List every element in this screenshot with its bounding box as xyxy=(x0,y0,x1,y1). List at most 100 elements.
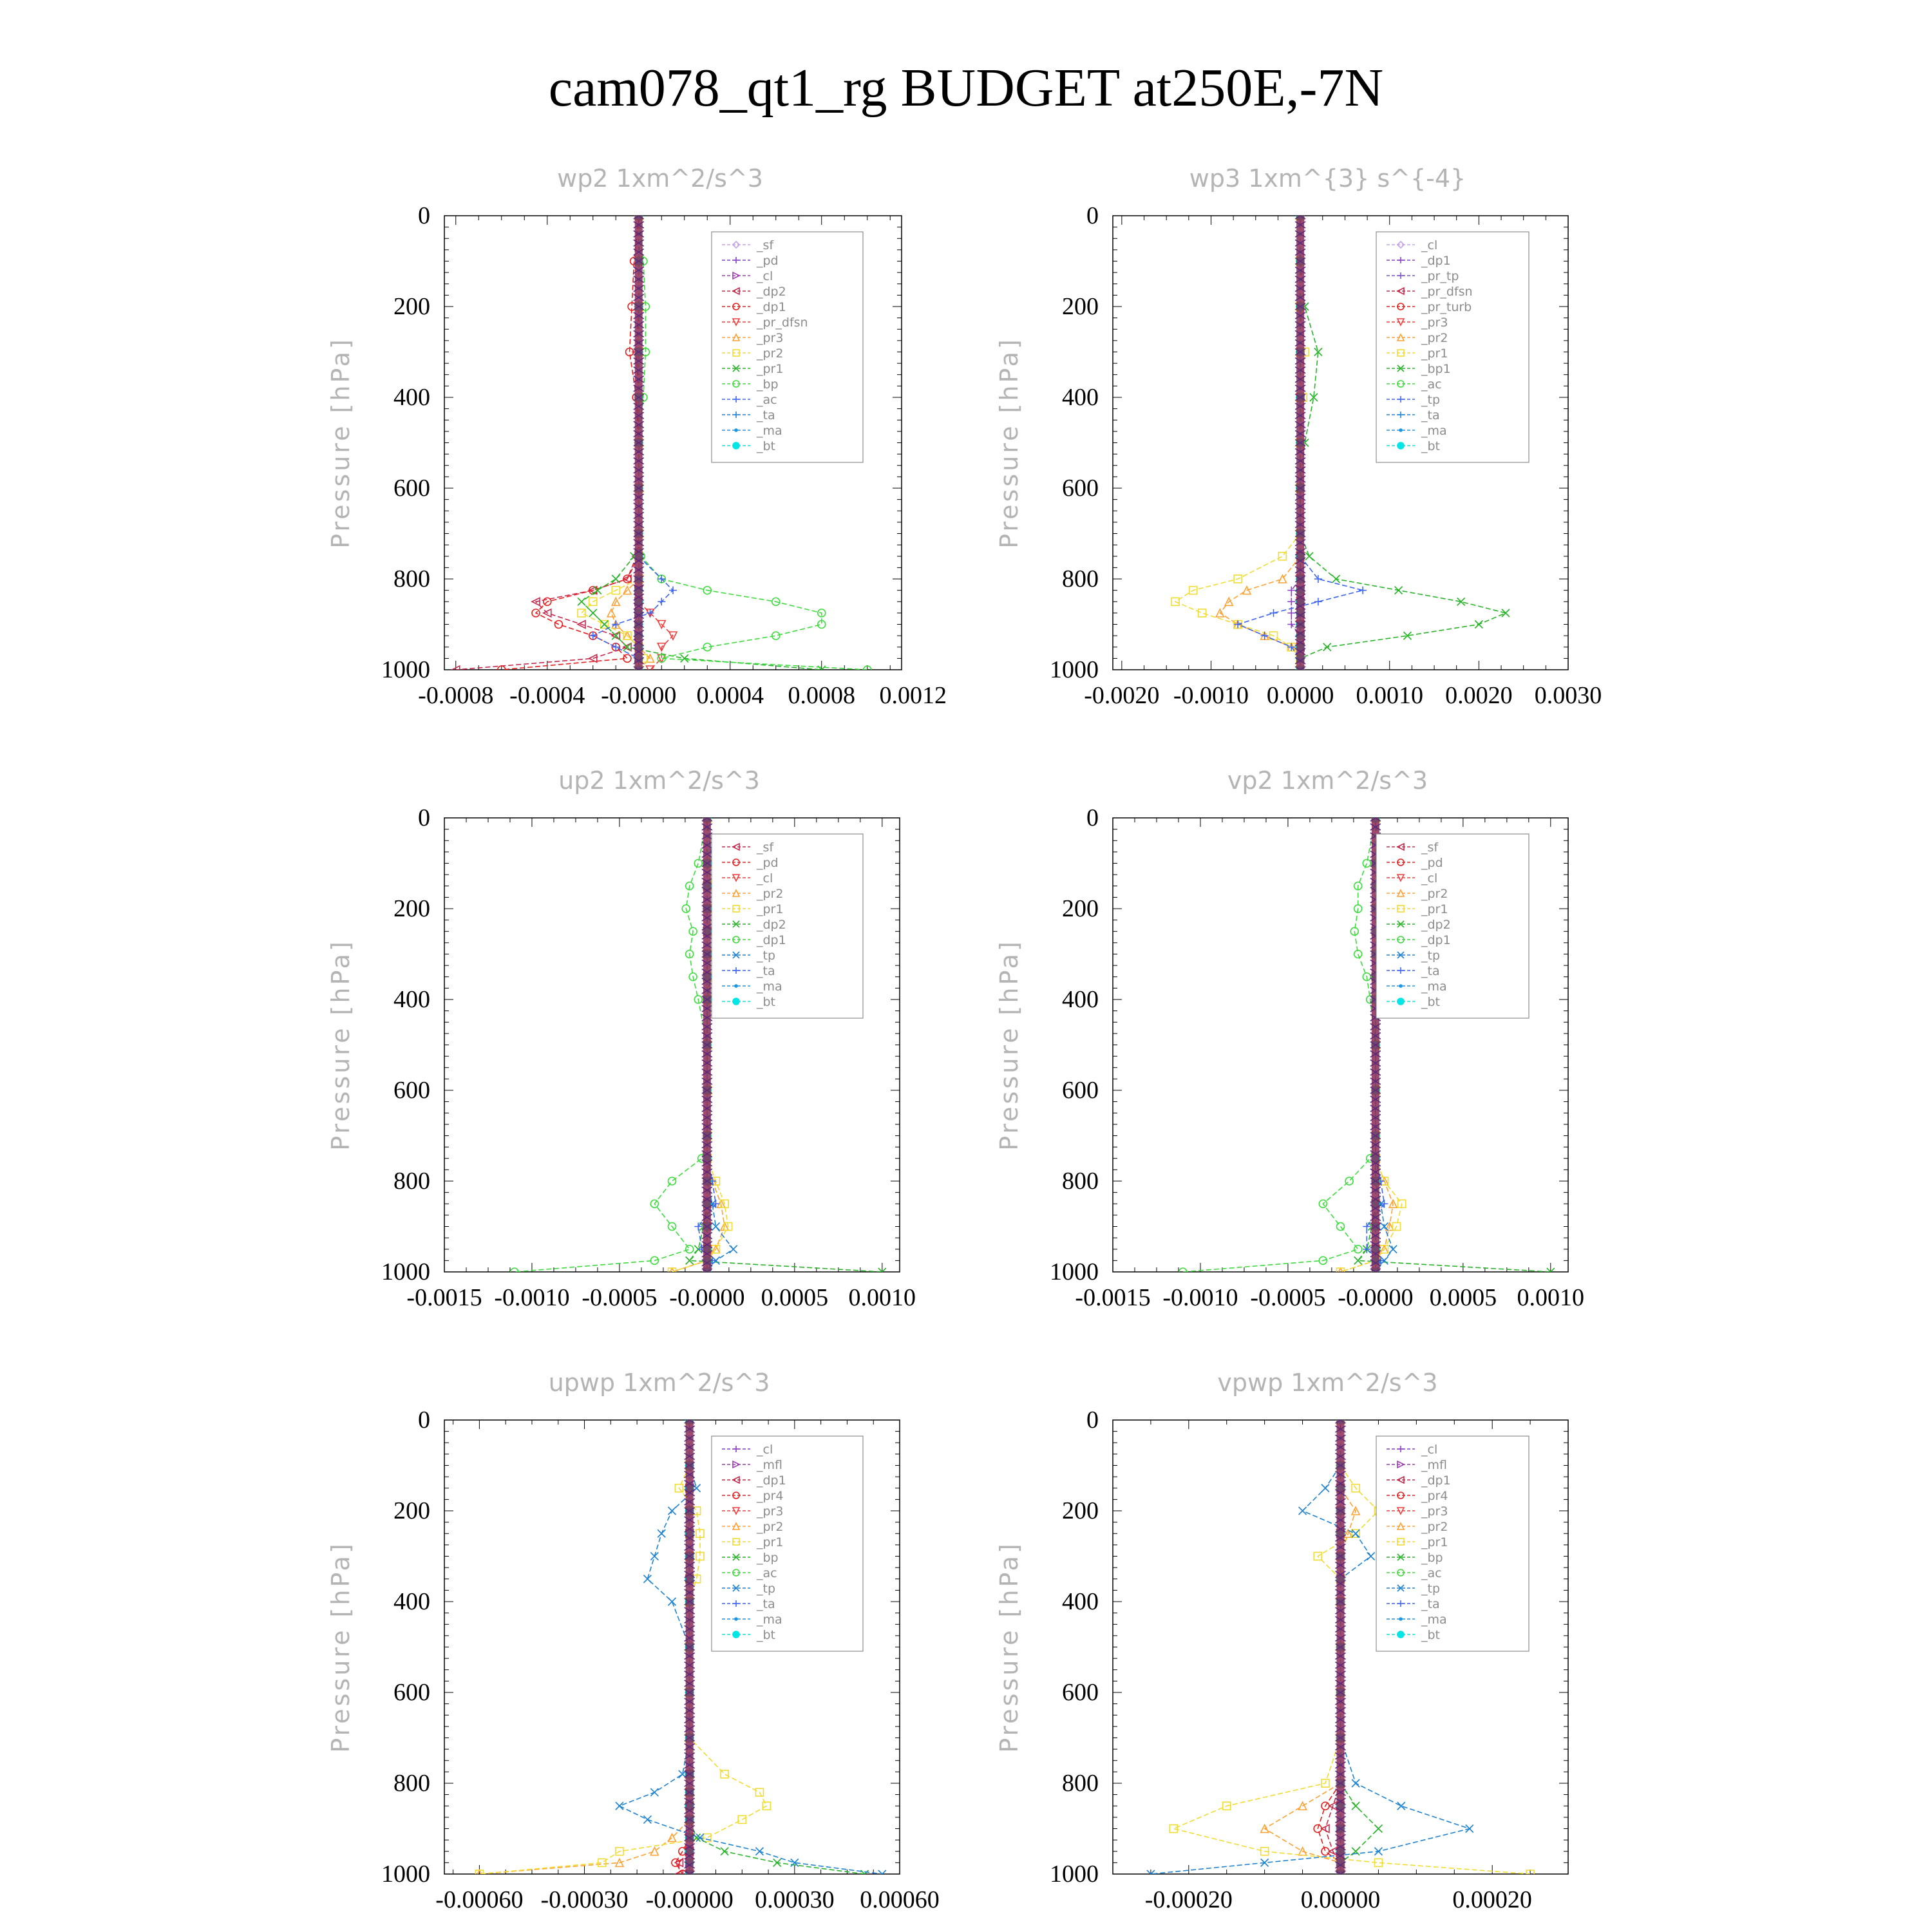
data-point xyxy=(1501,609,1510,618)
legend-label: _dp1 xyxy=(756,300,786,314)
zero-marker xyxy=(1294,629,1306,638)
data-point xyxy=(678,1870,687,1874)
zero-marker xyxy=(701,923,713,931)
y-tick-label: 0 xyxy=(1086,202,1099,229)
zero-marker xyxy=(633,303,645,310)
data-point xyxy=(1362,858,1372,868)
legend-label: _ac xyxy=(756,393,777,407)
data-point xyxy=(623,631,632,640)
zero-marker xyxy=(1294,266,1306,274)
data-point xyxy=(589,632,597,640)
zero-marker xyxy=(684,1489,696,1497)
zero-marker xyxy=(1294,421,1306,428)
zero-marker xyxy=(684,1452,696,1461)
zero-marker xyxy=(633,430,645,438)
zero-marker xyxy=(684,1543,696,1551)
data-point xyxy=(1332,574,1341,583)
legend-label: _pr4 xyxy=(756,1489,783,1503)
x-tick-label: 0.0010 xyxy=(849,1284,916,1311)
panel-title: wp3 1xm^{3} s^{-4} xyxy=(1189,164,1466,193)
legend-marker xyxy=(1396,842,1405,851)
data-point xyxy=(878,1267,887,1272)
zero-marker xyxy=(701,1132,713,1140)
zero-marker xyxy=(684,1652,696,1660)
data-point xyxy=(1394,586,1403,595)
legend-marker xyxy=(734,428,738,432)
series-line-bp1 xyxy=(1300,216,1508,670)
zero-marker xyxy=(684,1870,696,1874)
y-tick-label: 400 xyxy=(1062,986,1099,1013)
zero-marker xyxy=(633,493,645,501)
zero-marker xyxy=(684,1797,696,1805)
zero-marker xyxy=(1294,566,1306,574)
zero-marker xyxy=(684,1443,696,1451)
data-point xyxy=(1353,881,1363,891)
data-point xyxy=(1269,609,1278,617)
data-point xyxy=(1305,552,1314,561)
zero-marker xyxy=(701,1095,713,1103)
data-point xyxy=(1321,1801,1330,1811)
legend-label: _bp xyxy=(756,377,779,392)
zero-marker xyxy=(1370,1141,1381,1149)
zero-marker xyxy=(1294,520,1306,529)
data-point xyxy=(1350,927,1359,936)
legend-marker xyxy=(732,442,740,450)
data-point xyxy=(696,1833,705,1842)
zero-marker xyxy=(1370,1250,1381,1258)
data-point xyxy=(685,1244,694,1254)
legend-marker xyxy=(733,396,739,402)
legend-label: _pr2 xyxy=(1421,1520,1448,1534)
zero-marker xyxy=(701,1159,713,1167)
data-point xyxy=(1353,949,1363,959)
legend-label: _bp xyxy=(756,1551,779,1565)
legend-marker xyxy=(732,303,740,310)
legend: _sf _pd_cl _dp2_dp1 _pr_dfsn_pr3_pr2_pr1_bp… xyxy=(711,231,864,463)
y-tick-label: 600 xyxy=(393,1077,430,1104)
zero-marker xyxy=(1335,1861,1346,1869)
zero-marker xyxy=(1294,303,1306,310)
zero-marker xyxy=(633,529,645,538)
zero-marker xyxy=(684,1698,696,1705)
zero-marker xyxy=(684,1707,696,1714)
legend-label: _bt xyxy=(756,439,775,453)
zero-marker xyxy=(1294,602,1306,610)
legend-marker xyxy=(1397,905,1405,913)
y-tick-label: 200 xyxy=(393,1497,430,1524)
data-point xyxy=(667,1267,677,1272)
legend-label: _pr4 xyxy=(1421,1489,1448,1503)
zero-marker xyxy=(1294,257,1306,265)
zero-marker xyxy=(1335,1616,1346,1624)
data-point xyxy=(703,1833,712,1842)
data-point xyxy=(658,598,666,606)
data-point xyxy=(667,1222,677,1231)
zero-marker xyxy=(1294,439,1306,447)
zero-marker xyxy=(1370,1050,1381,1058)
legend-marker xyxy=(732,858,740,866)
zero-marker xyxy=(1294,384,1306,392)
x-tick-label: -0.0020 xyxy=(1084,682,1159,709)
legend-marker xyxy=(1396,1522,1405,1530)
zero-marker xyxy=(1335,1662,1346,1669)
data-point xyxy=(685,881,694,891)
y-tick-label: 200 xyxy=(393,293,430,320)
zero-marker xyxy=(684,1770,696,1778)
data-point xyxy=(554,620,564,629)
data-point xyxy=(1287,609,1296,617)
data-point xyxy=(762,1801,772,1811)
x-tick-label: 0.0010 xyxy=(1517,1284,1585,1311)
legend-label: _sf xyxy=(1421,840,1439,855)
data-point xyxy=(1287,598,1296,606)
zero-marker xyxy=(633,620,645,629)
legend-label: _sf xyxy=(756,840,774,855)
data-point xyxy=(703,642,712,652)
data-point xyxy=(1351,1529,1360,1538)
legend-label: _tp xyxy=(756,1582,775,1596)
zero-marker xyxy=(1294,221,1306,229)
data-point xyxy=(1336,1267,1345,1272)
data-point xyxy=(657,1529,666,1538)
data-point xyxy=(1287,586,1296,594)
y-axis-label: Pressure [hPa] xyxy=(327,1541,355,1753)
zero-marker xyxy=(633,475,645,483)
zero-marker xyxy=(1335,1470,1346,1479)
legend-marker xyxy=(732,1553,740,1561)
